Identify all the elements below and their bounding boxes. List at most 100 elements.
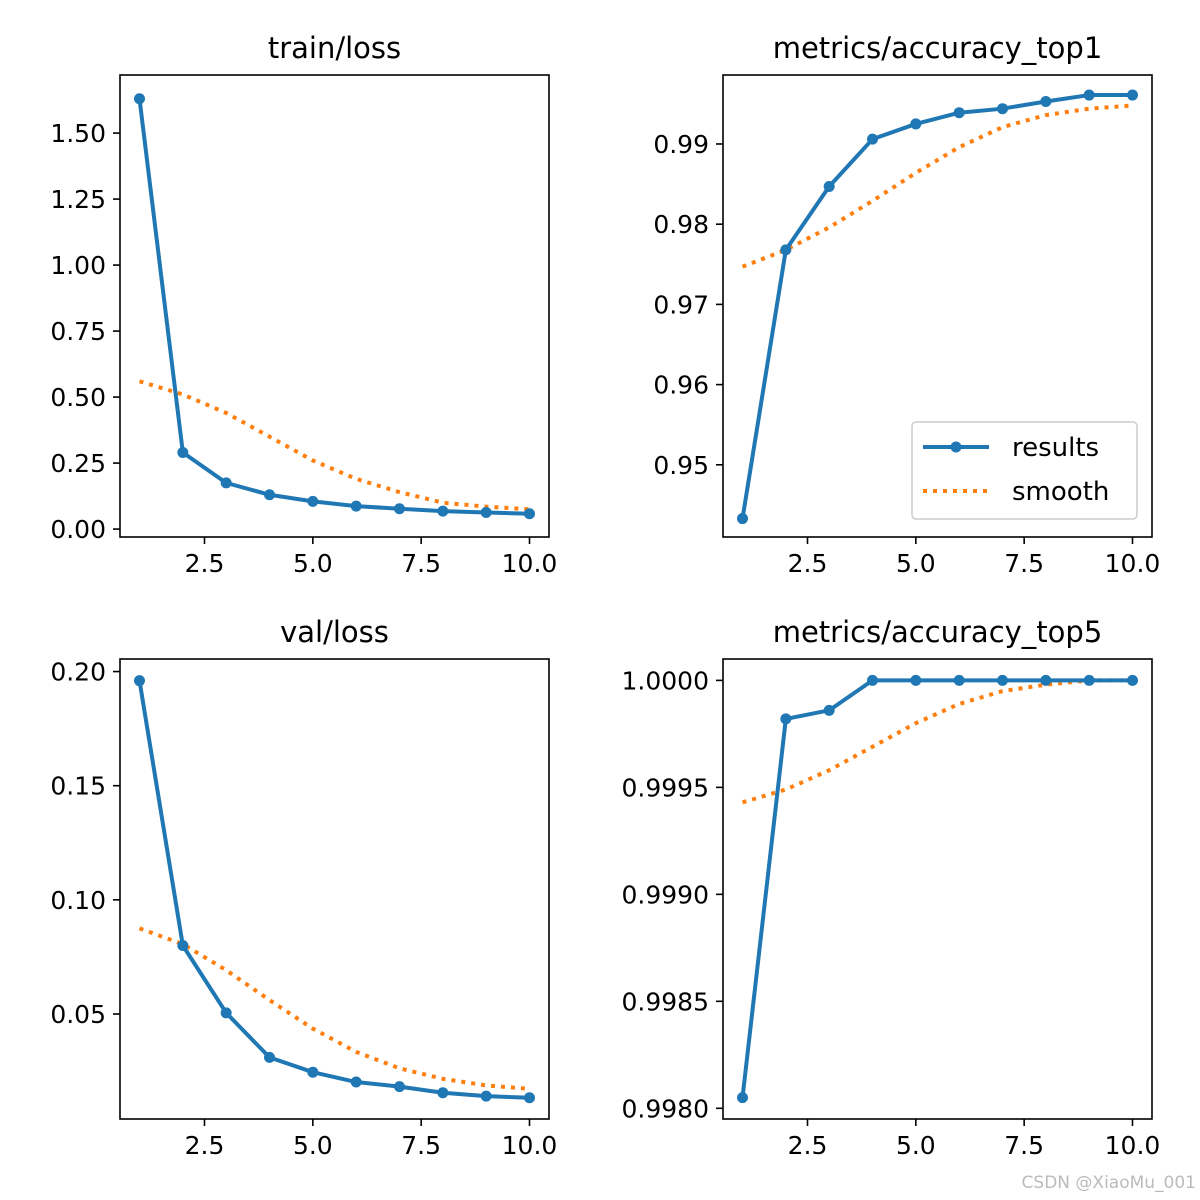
y-tick-label: 0.15: [50, 772, 106, 801]
y-tick-label: 1.50: [50, 119, 106, 148]
results-point: [1127, 674, 1138, 686]
plot-series: [137, 680, 530, 1100]
results-line: [740, 93, 1133, 519]
y-tick-label: 1.25: [50, 185, 106, 214]
y-tick-label: 0.98: [653, 210, 709, 239]
plot-title: metrics/accuracy_top5: [773, 615, 1103, 649]
axes-frame: [119, 658, 550, 1120]
results-point: [1040, 95, 1052, 107]
results-point: [264, 489, 275, 501]
results-point: [480, 1090, 492, 1102]
results-point: [264, 1051, 275, 1063]
subplot-4: metrics/accuracy_top5 2.5 5.0 7.5 10.0 0.9980…: [622, 615, 1161, 1160]
results-point: [910, 674, 922, 686]
results-point: [220, 477, 232, 489]
results-point: [350, 1076, 362, 1088]
x-tick-label: 10.0: [502, 549, 558, 578]
results-point: [524, 1092, 535, 1104]
results-point: [307, 495, 319, 507]
results-point: [1040, 674, 1052, 686]
y-tick-label: 0.05: [50, 1000, 106, 1029]
results-point: [823, 704, 835, 716]
axes-frame: [722, 658, 1153, 1120]
results-point: [394, 1081, 405, 1093]
x-tick-label: 7.5: [401, 1131, 441, 1160]
results-point: [524, 508, 535, 520]
results-point: [437, 505, 449, 517]
y-tick-label: 1.00: [50, 251, 106, 280]
results-point: [780, 713, 792, 725]
x-tick-label: 7.5: [401, 549, 441, 578]
x-tick-label: 7.5: [1004, 549, 1044, 578]
plot-title: val/loss: [280, 615, 389, 649]
smooth-line: [741, 103, 1133, 269]
subplot-3: val/loss 2.5 5.0 7.5 10.0 0.05 0.10 0.15 0.20: [50, 615, 557, 1160]
results-point: [177, 447, 189, 459]
legend: results smooth: [911, 421, 1138, 520]
results-line: [137, 680, 530, 1100]
watermark: CSDN @XiaoMu_001: [1022, 1173, 1196, 1193]
results-point: [997, 103, 1008, 115]
results-point: [437, 1087, 449, 1099]
x-tick-label: 5.0: [293, 1131, 333, 1160]
y-tick-label: 0.20: [50, 658, 106, 687]
results-point: [823, 180, 835, 192]
plot-series: [137, 98, 530, 516]
x-tick-label: 2.5: [185, 1131, 225, 1160]
y-tick-label: 0.25: [50, 449, 106, 478]
y-tick-label: 0.95: [653, 451, 709, 480]
results-line: [137, 98, 530, 516]
y-tick-label: 0.97: [653, 290, 709, 319]
y-tick-label: 0.10: [50, 886, 106, 915]
x-tick-label: 5.0: [896, 1131, 936, 1160]
results-point: [220, 1007, 232, 1019]
results-point: [177, 940, 189, 952]
results-point: [737, 513, 748, 525]
results-point: [867, 133, 878, 145]
x-tick-label: 5.0: [896, 549, 936, 578]
smooth-line: [138, 926, 530, 1091]
axes-frame: [722, 74, 1153, 538]
results-point: [307, 1066, 319, 1078]
results-point: [1083, 674, 1095, 686]
results-point: [997, 674, 1008, 686]
results-line: [740, 678, 1133, 1098]
results-point: [134, 93, 145, 105]
x-tick-label: 2.5: [185, 549, 225, 578]
results-point: [867, 674, 878, 686]
subplot-1: train/loss 2.5 5.0 7.5 10.0 0.00 0.25 0.50 0.75 1…: [50, 31, 557, 578]
y-tick-label: 0.75: [50, 317, 106, 346]
axes-frame: [119, 74, 550, 538]
results-point: [350, 500, 362, 512]
results-point: [1127, 89, 1138, 101]
y-tick-label: 0.9980: [622, 1094, 709, 1123]
y-tick-label: 0.50: [50, 383, 106, 412]
subplot-2: metrics/accuracy_top1 2.5 5.0 7.5 10.0 0.95 0.…: [653, 31, 1160, 578]
x-tick-label: 10.0: [1105, 1131, 1161, 1160]
legend-results-marker: [950, 441, 962, 453]
y-tick-label: 1.0000: [622, 666, 709, 695]
x-tick-label: 2.5: [788, 549, 828, 578]
results-point: [1083, 89, 1095, 101]
results-point: [737, 1092, 748, 1104]
y-tick-label: 0.00: [50, 515, 106, 544]
results-point: [953, 107, 965, 119]
legend-results-label: results: [1012, 433, 1099, 463]
plot-series: [740, 93, 1133, 519]
results-point: [134, 675, 145, 687]
y-tick-label: 0.99: [653, 130, 709, 159]
plot-title: metrics/accuracy_top1: [773, 31, 1103, 65]
results-point: [910, 118, 922, 130]
results-point: [394, 503, 405, 515]
y-tick-label: 0.9990: [622, 880, 709, 909]
smooth-line: [138, 379, 530, 512]
x-tick-label: 7.5: [1004, 1131, 1044, 1160]
plot-title: train/loss: [268, 31, 401, 65]
legend-smooth-label: smooth: [1012, 477, 1109, 507]
results-point: [780, 244, 792, 256]
y-tick-label: 0.9995: [622, 773, 709, 802]
plot-series: [740, 678, 1133, 1098]
x-tick-label: 10.0: [1105, 549, 1161, 578]
results-point: [953, 674, 965, 686]
x-tick-label: 2.5: [788, 1131, 828, 1160]
